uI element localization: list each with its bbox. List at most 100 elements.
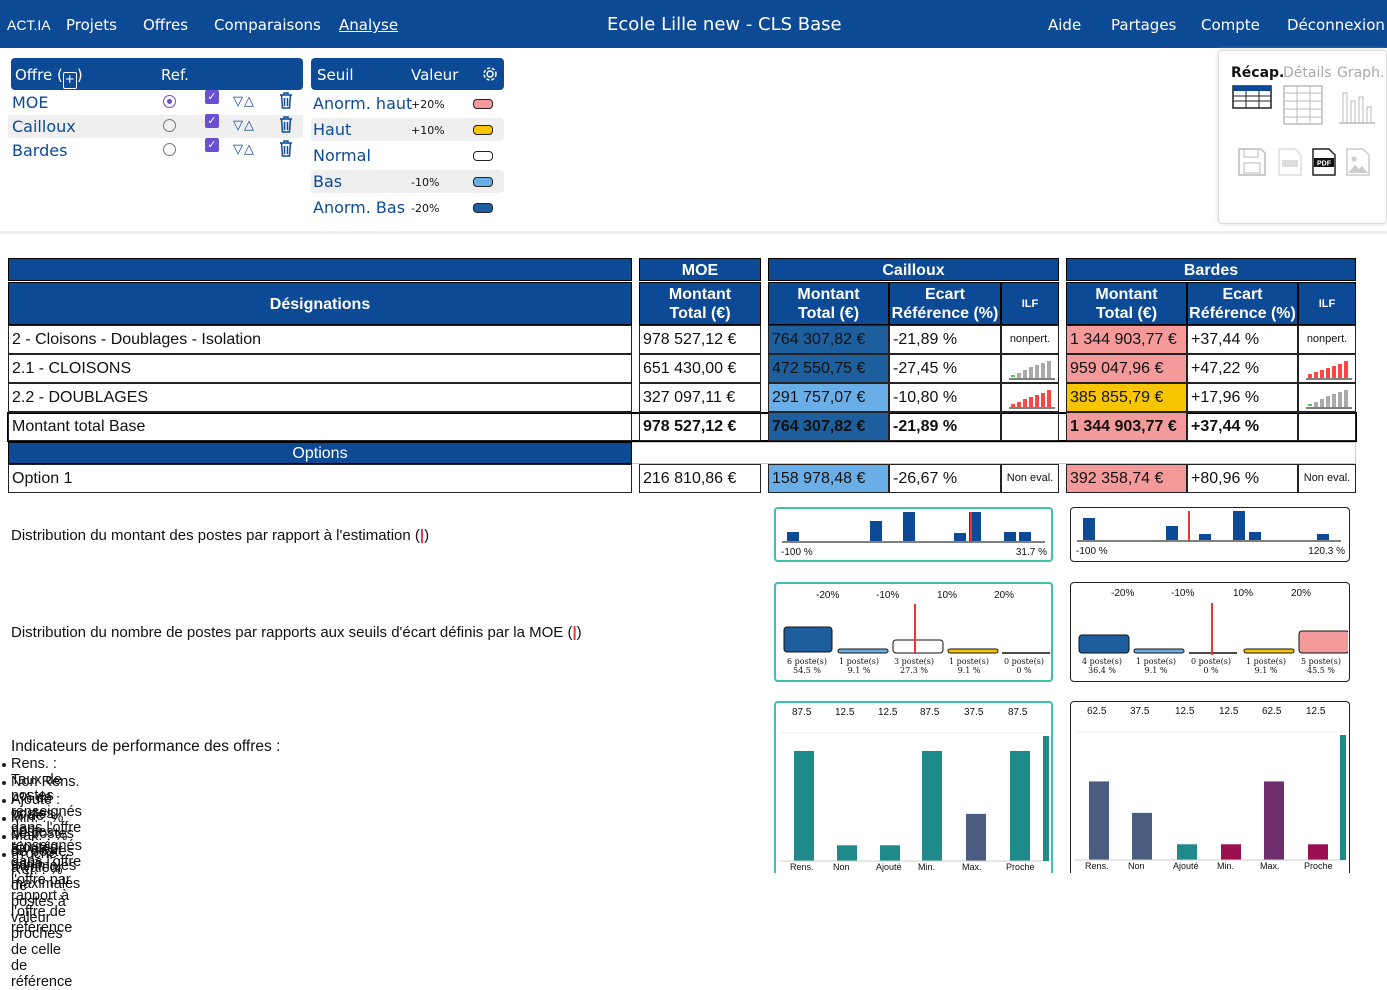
kpi-bar-proche xyxy=(1308,844,1328,860)
valeur-header-label: Valeur xyxy=(411,66,459,84)
offer-name[interactable]: MOE xyxy=(12,93,49,112)
kpi-category-label: Non xyxy=(1128,861,1145,871)
axis-max-label: 120.3 % xyxy=(1308,546,1345,557)
gear-icon[interactable] xyxy=(482,66,498,82)
excel-export-icon[interactable] xyxy=(1277,147,1303,177)
hist-bar xyxy=(1019,532,1031,541)
threshold-value[interactable]: -20% xyxy=(411,202,440,215)
row-bardes-value: 385 855,79 € xyxy=(1066,383,1187,412)
brand-logo[interactable]: ACT.IA xyxy=(7,17,51,33)
axis-min-label: -100 % xyxy=(781,547,813,558)
color-swatch[interactable] xyxy=(473,177,493,187)
threshold-tick: 20% xyxy=(994,590,1015,601)
add-offer-icon[interactable]: + xyxy=(62,72,77,89)
nav-link-deconnexion[interactable]: Déconnexion xyxy=(1287,16,1385,34)
kpi-value-label: 37.5 xyxy=(1130,706,1150,717)
ref-radio[interactable] xyxy=(163,143,176,156)
total-cailloux-ecart: -21,89 % xyxy=(889,412,1001,441)
tab-details[interactable]: Détails xyxy=(1283,65,1332,81)
offer-name[interactable]: Cailloux xyxy=(12,117,76,136)
nav-link-aide[interactable]: Aide xyxy=(1048,16,1082,34)
seuil-bar-bas xyxy=(837,648,889,654)
trash-icon[interactable] xyxy=(278,91,294,109)
option-cailloux-ecart: -26,67 % xyxy=(889,464,1001,493)
offer-header-label: Offre (+) xyxy=(15,66,83,89)
nav-link-projets[interactable]: Projets xyxy=(66,16,117,34)
indicator-item: Proche Ref. : % de postes à valeur proch… xyxy=(11,846,73,990)
move-arrows-icon[interactable]: ▽△ xyxy=(233,118,255,133)
hist-bar xyxy=(787,532,799,541)
kpi-value-label: 12.5 xyxy=(1175,706,1195,717)
trash-icon[interactable] xyxy=(278,115,294,133)
table-recap-icon[interactable] xyxy=(1232,85,1272,109)
options-header: Options xyxy=(8,442,632,464)
tab-recap[interactable]: Récap. xyxy=(1231,65,1285,81)
threshold-name: Bas xyxy=(313,172,343,191)
threshold-value[interactable]: -10% xyxy=(411,176,440,189)
seuil-count: 5 poste(s) 45.5 % xyxy=(1301,657,1341,675)
offer-checkbox[interactable]: ✓ xyxy=(205,114,219,128)
kpi-category-label: Non xyxy=(833,862,850,872)
header-cailloux: Cailloux xyxy=(768,258,1059,281)
kpi-chart-cailloux: 87.5 12.5 12.5 87.5 37.5 87.5 Rens. Non Ajouté M… xyxy=(774,701,1053,873)
kpi-edge-strip xyxy=(1340,735,1346,860)
kpi-bar-non xyxy=(837,845,857,861)
save-icon[interactable] xyxy=(1237,147,1267,177)
hist-bar xyxy=(1083,518,1095,540)
color-swatch[interactable] xyxy=(473,125,493,135)
offer-row-bardes: Bardes ✓ ▽△ xyxy=(8,138,303,162)
nav-link-comparaisons[interactable]: Comparaisons xyxy=(214,16,321,34)
row-designation: 2 - Cloisons - Doublages - Isolation xyxy=(8,325,632,354)
bullet xyxy=(2,853,6,857)
threshold-value[interactable]: +20% xyxy=(411,98,445,111)
color-swatch[interactable] xyxy=(473,99,493,109)
header-moe-montant: Montant Total (€) xyxy=(639,282,761,325)
bullet xyxy=(2,817,6,821)
ref-radio[interactable] xyxy=(163,95,176,108)
seuil-count: 0 poste(s) 0 % xyxy=(1004,657,1044,675)
image-export-icon[interactable] xyxy=(1345,147,1371,177)
seuil-count: 4 poste(s) 36.4 % xyxy=(1082,657,1122,675)
color-swatch[interactable] xyxy=(473,203,493,213)
kpi-bar-min xyxy=(922,751,942,861)
ref-radio[interactable] xyxy=(163,119,176,132)
kpi-value-label: 37.5 xyxy=(964,707,984,718)
pdf-export-icon[interactable]: PDF xyxy=(1311,147,1337,177)
row-bardes-ilf-chart xyxy=(1298,383,1356,412)
row-bardes-ecart: +37,44 % xyxy=(1187,325,1298,354)
move-arrows-icon[interactable]: ▽△ xyxy=(233,94,255,109)
page-title: Ecole Lille new - CLS Base xyxy=(607,14,842,35)
total-cailloux-ilf xyxy=(1001,412,1059,441)
threshold-tick: -10% xyxy=(1171,588,1195,599)
hist-bar xyxy=(954,533,966,541)
dist-seuils-label: Distribution du nombre de postes par rap… xyxy=(11,624,582,641)
trash-icon[interactable] xyxy=(278,139,294,157)
kpi-category-label: Min. xyxy=(1217,861,1235,871)
nav-link-offres[interactable]: Offres xyxy=(143,16,189,34)
axis-min-label: -100 % xyxy=(1076,546,1108,557)
bar-chart-icon[interactable] xyxy=(1337,85,1377,125)
move-arrows-icon[interactable]: ▽△ xyxy=(233,142,255,157)
offer-name[interactable]: Bardes xyxy=(12,141,68,160)
kpi-bar-non xyxy=(1132,812,1152,860)
nav-link-compte[interactable]: Compte xyxy=(1201,16,1260,34)
header-cailloux-ilf: ILF xyxy=(1001,282,1059,325)
offer-checkbox[interactable]: ✓ xyxy=(205,138,219,152)
ref-header-label: Ref. xyxy=(161,66,189,84)
indicator-item: Min. : % de postes à valeur minimales xyxy=(11,810,77,874)
table-details-icon[interactable] xyxy=(1283,85,1323,125)
tab-graph[interactable]: Graph. xyxy=(1337,65,1385,81)
kpi-value-label: 87.5 xyxy=(920,707,940,718)
option-bardes-ilf: Non eval. xyxy=(1298,464,1356,493)
nav-link-partages[interactable]: Partages xyxy=(1111,16,1177,34)
color-swatch[interactable] xyxy=(473,151,493,161)
threshold-value[interactable]: +10% xyxy=(411,124,445,137)
seuil-bar-anorm-bas xyxy=(783,626,833,653)
threshold-tick: 10% xyxy=(937,590,958,601)
kpi-bar-ajout xyxy=(880,845,900,861)
kpi-edge-strip xyxy=(1043,736,1049,861)
seuil-bar-bas xyxy=(1133,648,1185,654)
svg-text:PDF: PDF xyxy=(1317,161,1332,168)
offer-checkbox[interactable]: ✓ xyxy=(205,90,219,104)
nav-link-analyse[interactable]: Analyse xyxy=(339,16,399,34)
